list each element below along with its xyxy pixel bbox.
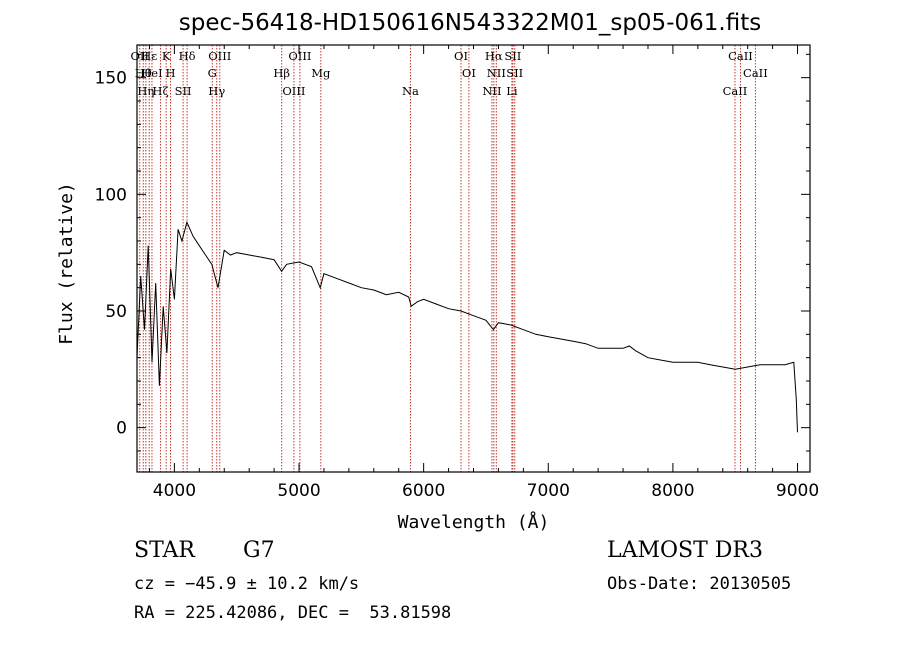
object-subclass: G7 — [243, 538, 275, 563]
x-axis-label: Wavelength (Å) — [398, 511, 550, 533]
y-tick-label-150: 150 — [95, 69, 127, 89]
line-mark-label-6: K — [162, 49, 171, 63]
y-tick-label-0: 0 — [116, 419, 127, 439]
survey-name: LAMOST DR3 — [607, 538, 763, 563]
x-tick-label-9000: 9000 — [776, 481, 819, 501]
line-mark-label-3: Hε — [141, 49, 157, 63]
line-mark-label-26: CaII — [723, 84, 748, 98]
line-mark-label-1: Hθ — [135, 66, 152, 80]
redshift-velocity: cz = −45.9 ± 10.2 km/s — [134, 574, 360, 594]
line-marks-layer — [139, 45, 756, 472]
y-tick-label-50: 50 — [105, 302, 127, 322]
chart-title: spec-56418-HD150616N543322M01_sp05-061.f… — [178, 10, 762, 36]
line-mark-label-0: OII — [130, 49, 149, 63]
x-tick-label-8000: 8000 — [651, 481, 694, 501]
line-mark-label-2: Hη — [137, 84, 154, 98]
line-mark-label-13: Hβ — [273, 66, 290, 80]
line-mark-label-23: Li — [506, 84, 518, 98]
line-mark-label-18: OI — [454, 49, 468, 63]
line-mark-label-17: Na — [402, 84, 419, 98]
line-labels-layer: OIIHθHηHεHeIHζKHSIIHδGHγOIIIHβOIIIOIIIMg… — [130, 49, 767, 98]
sky-coordinates: RA = 225.42086, DEC = 53.81598 — [134, 603, 452, 623]
object-class: STAR — [134, 538, 195, 563]
line-mark-label-15: OIII — [288, 49, 311, 63]
line-mark-label-16: Mg — [311, 66, 331, 80]
line-mark-label-7: H — [166, 66, 176, 80]
line-mark-label-24: SII — [504, 49, 521, 63]
plot-frame — [136, 44, 811, 473]
x-tick-label-5000: 5000 — [277, 481, 320, 501]
line-mark-label-14: OIII — [282, 84, 305, 98]
line-mark-label-10: G — [208, 66, 217, 80]
line-mark-label-28: CaII — [743, 66, 768, 80]
axis-ticks-layer: 4000 5000 6000 7000 8000 9000 0 50 100 150 — [95, 45, 819, 501]
y-axis-label: Flux (relative) — [56, 182, 77, 345]
spectrum-series-line — [136, 220, 798, 433]
line-mark-label-25: SII — [506, 66, 523, 80]
line-mark-label-12: OIII — [208, 49, 231, 63]
line-mark-label-27: CaII — [728, 49, 753, 63]
line-mark-label-5: Hζ — [152, 84, 168, 98]
x-tick-label-6000: 6000 — [402, 481, 445, 501]
x-tick-label-7000: 7000 — [527, 481, 570, 501]
y-tick-label-100: 100 — [95, 185, 127, 205]
observation-date: Obs-Date: 20130505 — [607, 574, 792, 594]
line-mark-label-4: HeI — [141, 66, 162, 80]
line-mark-label-8: SII — [175, 84, 192, 98]
line-mark-label-21: Hα — [485, 49, 503, 63]
line-mark-label-19: OI — [462, 66, 476, 80]
line-mark-label-20: NII — [482, 84, 501, 98]
line-mark-label-11: Hγ — [208, 84, 225, 98]
line-mark-label-9: Hδ — [179, 49, 196, 63]
x-tick-label-4000: 4000 — [153, 481, 196, 501]
line-mark-label-22: NII — [487, 66, 506, 80]
